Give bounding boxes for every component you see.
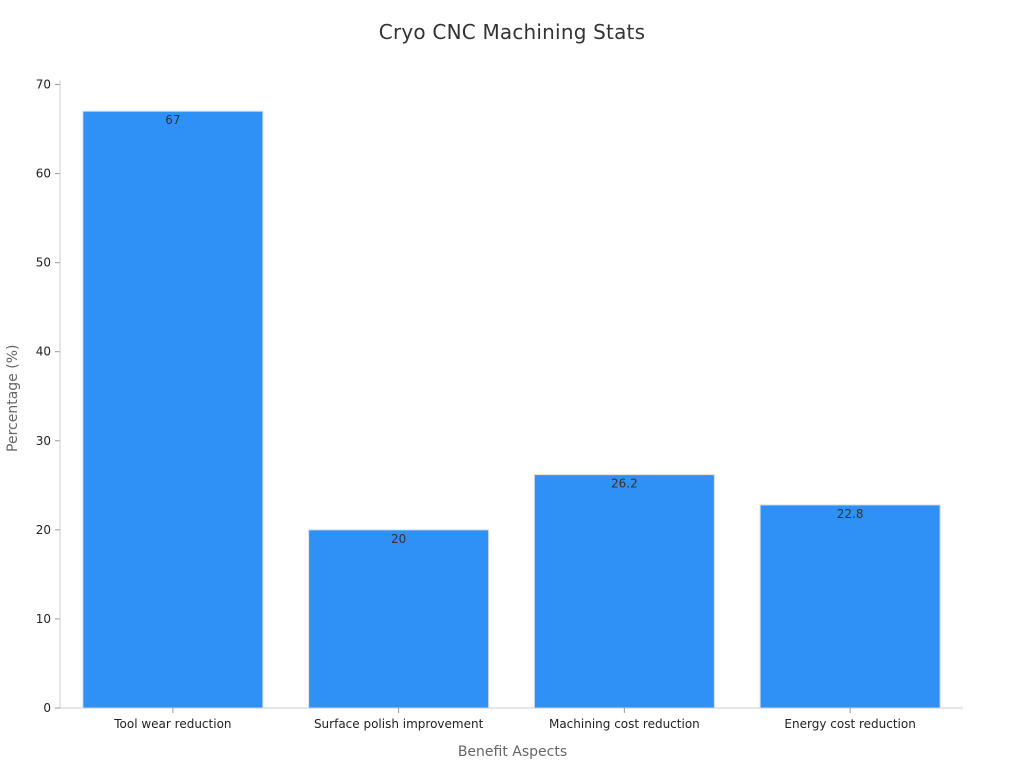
y-tick-label: 60 <box>36 167 51 181</box>
y-tick-label: 30 <box>36 434 51 448</box>
y-tick-label: 70 <box>36 78 51 92</box>
bar <box>533 474 715 709</box>
bar-value-label: 22.8 <box>837 507 864 521</box>
y-axis-ticks: 0 10 20 30 40 50 60 70 <box>36 78 60 715</box>
x-tick-label: Energy cost reduction <box>784 717 915 731</box>
x-axis-ticks: Tool wear reduction Surface polish improv… <box>113 708 916 731</box>
y-tick-label: 10 <box>36 612 51 626</box>
x-tick-label: Machining cost reduction <box>549 717 700 731</box>
bar <box>308 529 490 709</box>
chart-title: Cryo CNC Machining Stats <box>378 20 646 44</box>
bar <box>759 504 941 709</box>
y-tick-label: 20 <box>36 523 51 537</box>
y-tick-label: 40 <box>36 345 51 359</box>
x-axis-title: Benefit Aspects <box>458 744 567 760</box>
y-tick-label: 50 <box>36 256 51 270</box>
bar-value-label: 20 <box>391 532 406 546</box>
x-tick-label: Surface polish improvement <box>314 717 484 731</box>
bar-value-label: 67 <box>165 113 180 127</box>
bar-value-label: 26.2 <box>611 477 638 491</box>
data-labels-group: 67 20 26.2 22.8 <box>165 113 863 546</box>
bars-group <box>82 110 941 709</box>
x-tick-label: Tool wear reduction <box>113 717 231 731</box>
y-axis-title: Percentage (%) <box>5 345 21 452</box>
bar <box>82 110 264 709</box>
y-tick-label: 0 <box>43 701 51 715</box>
